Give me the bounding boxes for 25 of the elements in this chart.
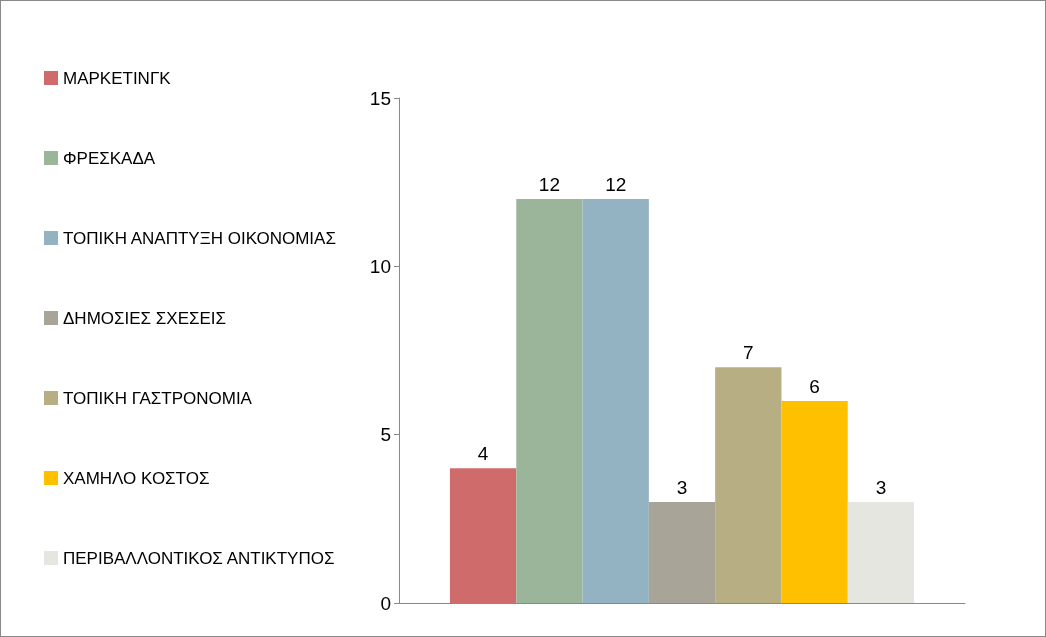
y-tick-label: 5 <box>380 424 391 446</box>
data-label: 6 <box>809 376 820 397</box>
bar <box>516 199 583 603</box>
y-tick-label: 0 <box>380 592 391 614</box>
bar <box>847 502 915 603</box>
bar <box>715 367 782 603</box>
data-label: 3 <box>875 477 887 498</box>
legend-label: ΜΑΡΚΕΤΙΝΓΚ <box>63 68 172 88</box>
legend-label: ΧΑΜΗΛΟ ΚΟΣΤΟΣ <box>63 468 210 488</box>
bar <box>781 401 848 603</box>
legend-label: ΦΡΕΣΚΑΔΑ <box>63 148 156 168</box>
bar <box>582 199 649 603</box>
bar <box>648 502 716 603</box>
legend-label: ΤΟΠΙΚΗ ΓΑΣΤΡΟΝΟΜΙΑ <box>63 388 253 408</box>
data-label: 12 <box>605 174 627 195</box>
data-label: 7 <box>743 342 754 364</box>
data-label: 3 <box>676 477 688 498</box>
bar <box>449 468 517 603</box>
data-label: 12 <box>538 174 560 195</box>
y-tick-label: 15 <box>369 87 391 109</box>
legend-label: ΠΕΡΙΒΑΛΛΟΝΤΙΚΟΣ ΑΝΤΙΚΤΥΠΟΣ <box>63 548 335 568</box>
legend-label: ΔΗΜΟΣΙΕΣ ΣΧΕΣΕΙΣ <box>63 308 227 328</box>
legend-label: ΤΟΠΙΚΗ ΑΝΑΠΤΥΞΗ ΟΙΚΟΝΟΜΙΑΣ <box>63 228 336 248</box>
y-tick-label: 10 <box>369 255 391 277</box>
data-label: 4 <box>477 443 489 465</box>
